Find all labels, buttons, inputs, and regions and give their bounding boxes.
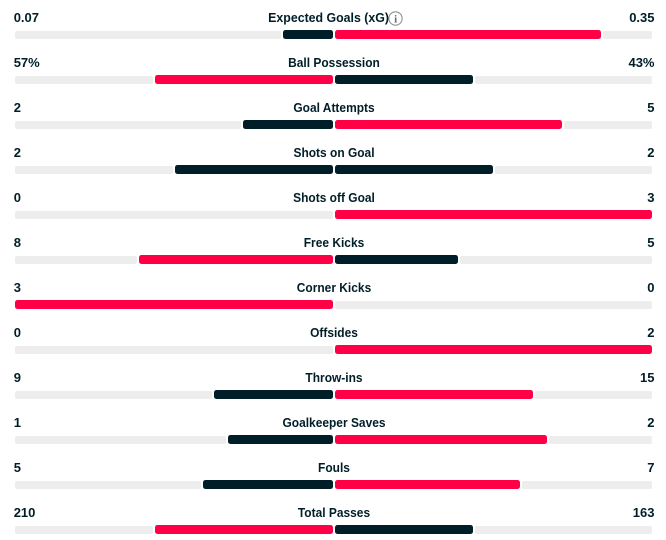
svg-text:i: i [394, 13, 397, 25]
